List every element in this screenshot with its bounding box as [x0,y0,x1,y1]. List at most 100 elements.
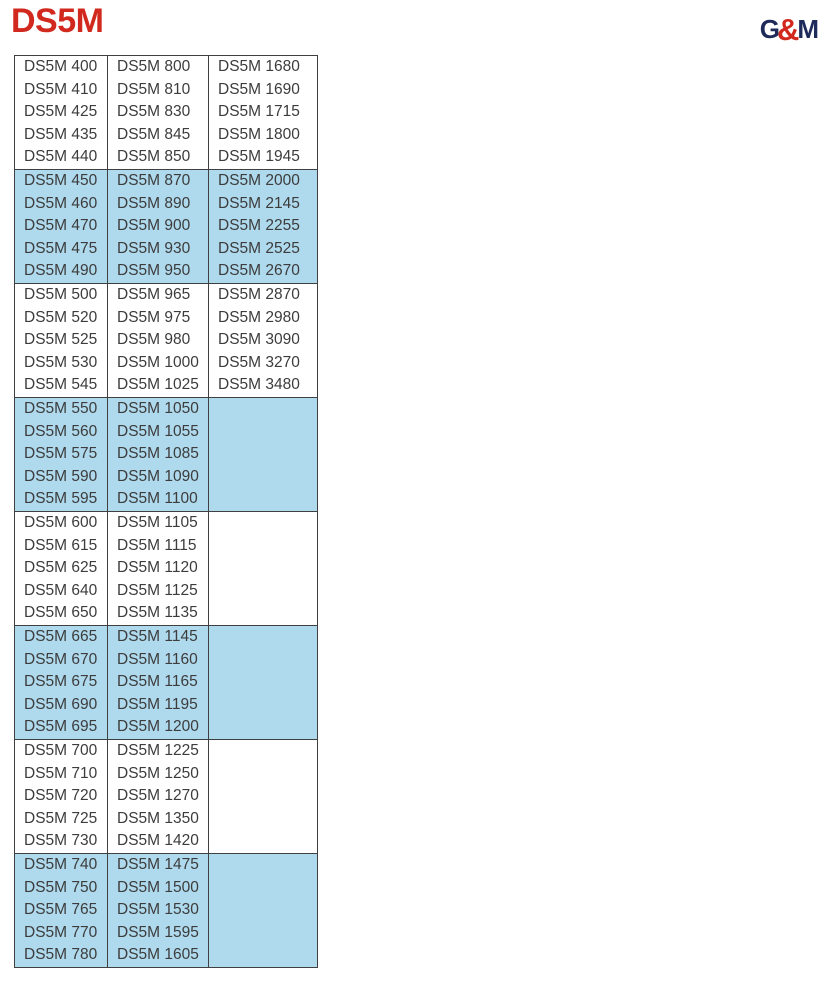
table-row: DS5M 665 DS5M 670 DS5M 675 DS5M 690 DS5M 695… [14,625,318,740]
part-number: DS5M 1800 [218,125,300,143]
part-number: DS5M 560 [24,422,98,440]
part-number: DS5M 1680 [218,58,300,75]
table-cell [208,511,318,626]
table-cell [208,625,318,740]
part-number: DS5M 1690 [218,80,300,98]
part-number: DS5M 475 [24,239,98,257]
part-table-body: DS5M 400 DS5M 410 DS5M 425 DS5M 435 DS5M 440… [14,55,318,968]
part-number: DS5M 690 [24,695,98,713]
part-number: DS5M 410 [24,80,98,98]
gm-logo: G&M [760,12,819,45]
part-number: DS5M 975 [117,308,191,326]
table-cell: DS5M 550 DS5M 560 DS5M 575 DS5M 590 DS5M 595 [14,397,108,512]
table-row: DS5M 450 DS5M 460 DS5M 470 DS5M 475 DS5M 490… [14,169,318,284]
part-number: DS5M 1475 [117,856,199,873]
part-number: DS5M 500 [24,286,98,303]
table-cell: DS5M 600 DS5M 615 DS5M 625 DS5M 640 DS5M 650 [14,511,108,626]
part-number: DS5M 2670 [218,262,300,280]
part-number: DS5M 870 [117,172,191,189]
table-cell: DS5M 1145 DS5M 1160 DS5M 1165 DS5M 1195 DS5M… [107,625,209,740]
part-number: DS5M 900 [117,217,191,235]
part-number: DS5M 1090 [117,467,199,485]
table-cell: DS5M 665 DS5M 670 DS5M 675 DS5M 690 DS5M 695 [14,625,108,740]
part-number: DS5M 1000 [117,353,199,371]
table-cell: DS5M 1680 DS5M 1690 DS5M 1715 DS5M 1800 DS5M… [208,55,318,170]
part-number: DS5M 930 [117,239,191,257]
part-number: DS5M 740 [24,856,98,873]
table-row: DS5M 500 DS5M 520 DS5M 525 DS5M 530 DS5M 545… [14,283,318,398]
table-cell: DS5M 400 DS5M 410 DS5M 425 DS5M 435 DS5M 440 [14,55,108,170]
part-number: DS5M 1050 [117,400,199,417]
table-cell: DS5M 740 DS5M 750 DS5M 765 DS5M 770 DS5M 780 [14,853,108,968]
part-number: DS5M 590 [24,467,98,485]
part-number: DS5M 830 [117,103,191,121]
part-number: DS5M 1270 [117,787,199,805]
part-number-table: DS5M 400 DS5M 410 DS5M 425 DS5M 435 DS5M 440… [14,55,318,968]
part-number: DS5M 490 [24,262,98,280]
table-row: DS5M 600 DS5M 615 DS5M 625 DS5M 640 DS5M 650… [14,511,318,626]
logo-ampersand: & [776,12,800,47]
part-number: DS5M 725 [24,809,98,827]
part-number: DS5M 765 [24,901,98,919]
table-cell: DS5M 2870 DS5M 2980 DS5M 3090 DS5M 3270 DS5M… [208,283,318,398]
table-cell [208,853,318,968]
part-number: DS5M 1085 [117,445,199,463]
part-number: DS5M 530 [24,353,98,371]
part-number: DS5M 700 [24,742,98,759]
part-number: DS5M 665 [24,628,98,645]
part-number: DS5M 520 [24,308,98,326]
part-number: DS5M 625 [24,559,98,577]
part-number: DS5M 1115 [117,536,197,554]
part-number: DS5M 2980 [218,308,300,326]
logo-letter-m: M [797,14,819,44]
part-number: DS5M 1500 [117,878,199,896]
part-number: DS5M 890 [117,194,191,212]
part-number: DS5M 1120 [117,559,198,577]
part-number: DS5M 650 [24,604,98,622]
table-cell: DS5M 500 DS5M 520 DS5M 525 DS5M 530 DS5M 545 [14,283,108,398]
table-cell: DS5M 700 DS5M 710 DS5M 720 DS5M 725 DS5M 730 [14,739,108,854]
part-number: DS5M 1105 [117,514,198,531]
part-number: DS5M 1420 [117,832,199,850]
table-cell [208,397,318,512]
part-number: DS5M 1100 [117,490,198,508]
part-number: DS5M 460 [24,194,98,212]
part-number: DS5M 600 [24,514,98,531]
part-number: DS5M 3480 [218,376,300,394]
part-number: DS5M 1530 [117,901,199,919]
part-number: DS5M 1605 [117,946,199,964]
part-number: DS5M 2255 [218,217,300,235]
part-number: DS5M 695 [24,718,98,736]
part-number: DS5M 675 [24,673,98,691]
part-number: DS5M 810 [117,80,191,98]
table-row: DS5M 400 DS5M 410 DS5M 425 DS5M 435 DS5M 440… [14,55,318,170]
part-number: DS5M 1055 [117,422,199,440]
part-number: DS5M 1250 [117,764,199,782]
part-number: DS5M 435 [24,125,98,143]
part-number: DS5M 2870 [218,286,300,303]
table-row: DS5M 550 DS5M 560 DS5M 575 DS5M 590 DS5M 595… [14,397,318,512]
table-cell [208,739,318,854]
part-number: DS5M 710 [24,764,98,782]
part-number: DS5M 720 [24,787,98,805]
part-number: DS5M 780 [24,946,98,964]
part-number: DS5M 1195 [117,695,198,713]
part-number: DS5M 800 [117,58,191,75]
part-number: DS5M 850 [117,148,191,166]
part-number: DS5M 550 [24,400,98,417]
part-number: DS5M 730 [24,832,98,850]
table-cell: DS5M 1225 DS5M 1250 DS5M 1270 DS5M 1350 DS5M… [107,739,209,854]
part-number: DS5M 450 [24,172,98,189]
part-number: DS5M 1715 [218,103,300,121]
part-number: DS5M 1225 [117,742,199,759]
part-number: DS5M 425 [24,103,98,121]
page-title: DS5M [11,2,104,40]
table-cell: DS5M 450 DS5M 460 DS5M 470 DS5M 475 DS5M 490 [14,169,108,284]
part-number: DS5M 1200 [117,718,199,736]
part-number: DS5M 640 [24,581,98,599]
part-number: DS5M 400 [24,58,98,75]
part-number: DS5M 595 [24,490,98,508]
part-number: DS5M 470 [24,217,98,235]
part-number: DS5M 670 [24,650,98,668]
